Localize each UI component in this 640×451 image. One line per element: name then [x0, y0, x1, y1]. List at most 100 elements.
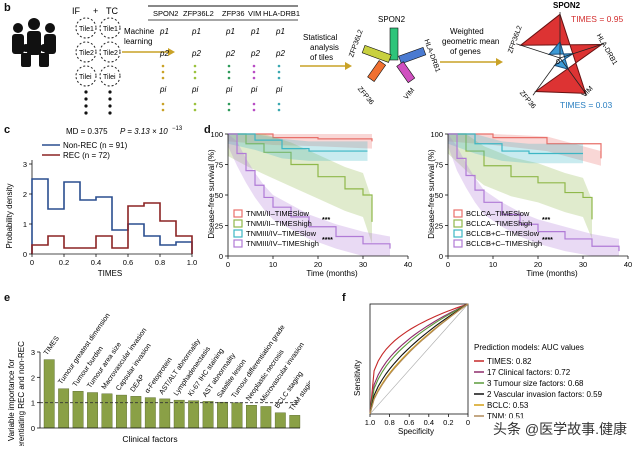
- f-legend-label: BCLC: 0.53: [487, 401, 529, 410]
- gene-vim: VIM: [248, 9, 261, 18]
- f-xtick-label: 0.2: [443, 418, 453, 427]
- f-xtick-label: 0.8: [384, 418, 394, 427]
- p-dot: [227, 70, 231, 74]
- f-diagonal: [369, 303, 469, 415]
- f-legend-label: 17 Clinical factors: 0.72: [487, 368, 571, 377]
- radar-zfp36l2: ZFP36L2: [507, 25, 523, 55]
- f-xtick-label: 0.4: [424, 418, 434, 427]
- f-legend-title: Prediction models: AUC values: [474, 343, 584, 352]
- d-xtick-label: 0: [446, 260, 450, 269]
- p-dot: [277, 64, 281, 68]
- e-bar: [130, 396, 142, 429]
- d-xtick-label: 20: [314, 260, 322, 269]
- panel-b: b IF + TC Tile1 Tile1 Tile2 Tile2 Tilei …: [0, 0, 640, 118]
- step-wgm-3: of genes: [450, 47, 481, 56]
- p-dot: [277, 102, 281, 106]
- c-ylabel: Probability density: [5, 184, 14, 249]
- e-xlabel: Clinical factors: [122, 434, 177, 444]
- d-legend-swatch: [453, 219, 463, 228]
- legend-rec: REC (n = 72): [63, 151, 110, 160]
- p-dot: [252, 64, 256, 68]
- e-bar: [43, 359, 55, 429]
- legend-nonrec: Non-REC (n = 91): [63, 141, 128, 150]
- c-xtick-label: 0.8: [155, 258, 165, 267]
- e-bar: [202, 401, 214, 429]
- d-legend-label: TNMI/II–TIMEShigh: [246, 219, 312, 228]
- star-zfp36l2: ZFP36L2: [348, 29, 364, 59]
- d-ytick-label: 25: [435, 222, 443, 231]
- p-dot: [193, 70, 197, 74]
- p-cell: p1: [250, 27, 260, 36]
- d-xtick-label: 10: [269, 260, 277, 269]
- e-bar: [231, 402, 243, 429]
- d-sig-2: ****: [322, 237, 333, 244]
- d-band: [448, 134, 583, 164]
- d-sig-1: ***: [322, 217, 330, 224]
- survival-charts: Disease-free survival (%) Time (months) …: [207, 130, 632, 278]
- plus-label: +: [93, 6, 98, 16]
- d-curve: [228, 133, 368, 152]
- radar-hladrb1: HLA-DRB1: [595, 33, 618, 67]
- c-ytick-label: 3: [23, 160, 27, 169]
- d-legend-label: TNMIII/IV–TIMEShigh: [246, 239, 319, 248]
- tile-1: Tile1: [79, 26, 94, 33]
- d-band: [228, 134, 372, 149]
- p-dot: [277, 76, 281, 80]
- p-exponent: −13: [172, 126, 183, 132]
- c-ytick-label: 0: [23, 250, 27, 259]
- e-ytick-label: 1: [31, 399, 35, 408]
- e-bar: [101, 393, 113, 429]
- f-xtick-label: 0.6: [404, 418, 414, 427]
- d-band: [448, 134, 601, 166]
- d-xtick-label: 0: [226, 260, 230, 269]
- step-stat-1: Statistical: [303, 33, 337, 42]
- p-dot: [161, 76, 165, 80]
- star-spon2: SPON2: [378, 15, 406, 24]
- d-band: [228, 134, 372, 244]
- p-cell: pi: [250, 85, 257, 94]
- d-legend-label: BCLCB+C–TIMESlow: [466, 229, 540, 238]
- p-dot: [161, 70, 165, 74]
- d-band: [448, 134, 619, 256]
- d-curve: [228, 133, 373, 142]
- step-wgm-2: geometric mean: [442, 37, 499, 46]
- d-right-ylabel: Disease-free survival (%): [427, 149, 436, 239]
- f-curve: [369, 303, 469, 415]
- step-stat-3: of tiles: [310, 53, 333, 62]
- c-xlabel: TIMES: [98, 269, 122, 278]
- p-dot: [161, 102, 165, 106]
- watermark: 头条 @医学故事.健康: [490, 418, 630, 440]
- d-sig-2: ****: [542, 237, 553, 244]
- step-ml-2: learning: [124, 37, 152, 46]
- d-legend-label: BCLCB+C–TIMEShigh: [466, 239, 542, 248]
- f-legend-label: 3 Tumour size factors: 0.68: [487, 379, 584, 388]
- p-cell: p2: [225, 49, 235, 58]
- p-dot: [161, 108, 165, 112]
- gene-zfp36l2: ZFP36L2: [183, 9, 214, 18]
- p-dot: [227, 108, 231, 112]
- radar-axis: [559, 57, 588, 96]
- e-bar: [246, 404, 257, 429]
- c-ytick-label: 2: [23, 190, 27, 199]
- p-cell: p2: [275, 49, 285, 58]
- md-stat: MD = 0.375: [66, 127, 108, 136]
- c-xtick-label: 0: [30, 258, 34, 267]
- p-dot: [252, 102, 256, 106]
- d-left-xlabel: Time (months): [306, 269, 358, 278]
- p-dot: [193, 64, 197, 68]
- f-curve: [369, 303, 469, 415]
- d-xtick-label: 20: [534, 260, 542, 269]
- p-dot: [227, 102, 231, 106]
- radar-spon2: SPON2: [553, 1, 581, 10]
- panel-d: d Disease-free survival (%) Time (months…: [202, 122, 640, 280]
- star-vim: VIM: [403, 87, 416, 101]
- step-wgm-1: Weighted: [450, 27, 484, 36]
- step-ml-1: Machine: [124, 27, 155, 36]
- d-xtick-label: 30: [579, 260, 587, 269]
- p-dot: [252, 70, 256, 74]
- e-bar: [274, 412, 286, 429]
- panel-label-d: d: [204, 124, 211, 136]
- p-cell: p1: [275, 27, 285, 36]
- d-legend-label: BCLCA–TIMEShigh: [466, 219, 532, 228]
- e-ylabel-1: Variable importance for: [7, 359, 16, 441]
